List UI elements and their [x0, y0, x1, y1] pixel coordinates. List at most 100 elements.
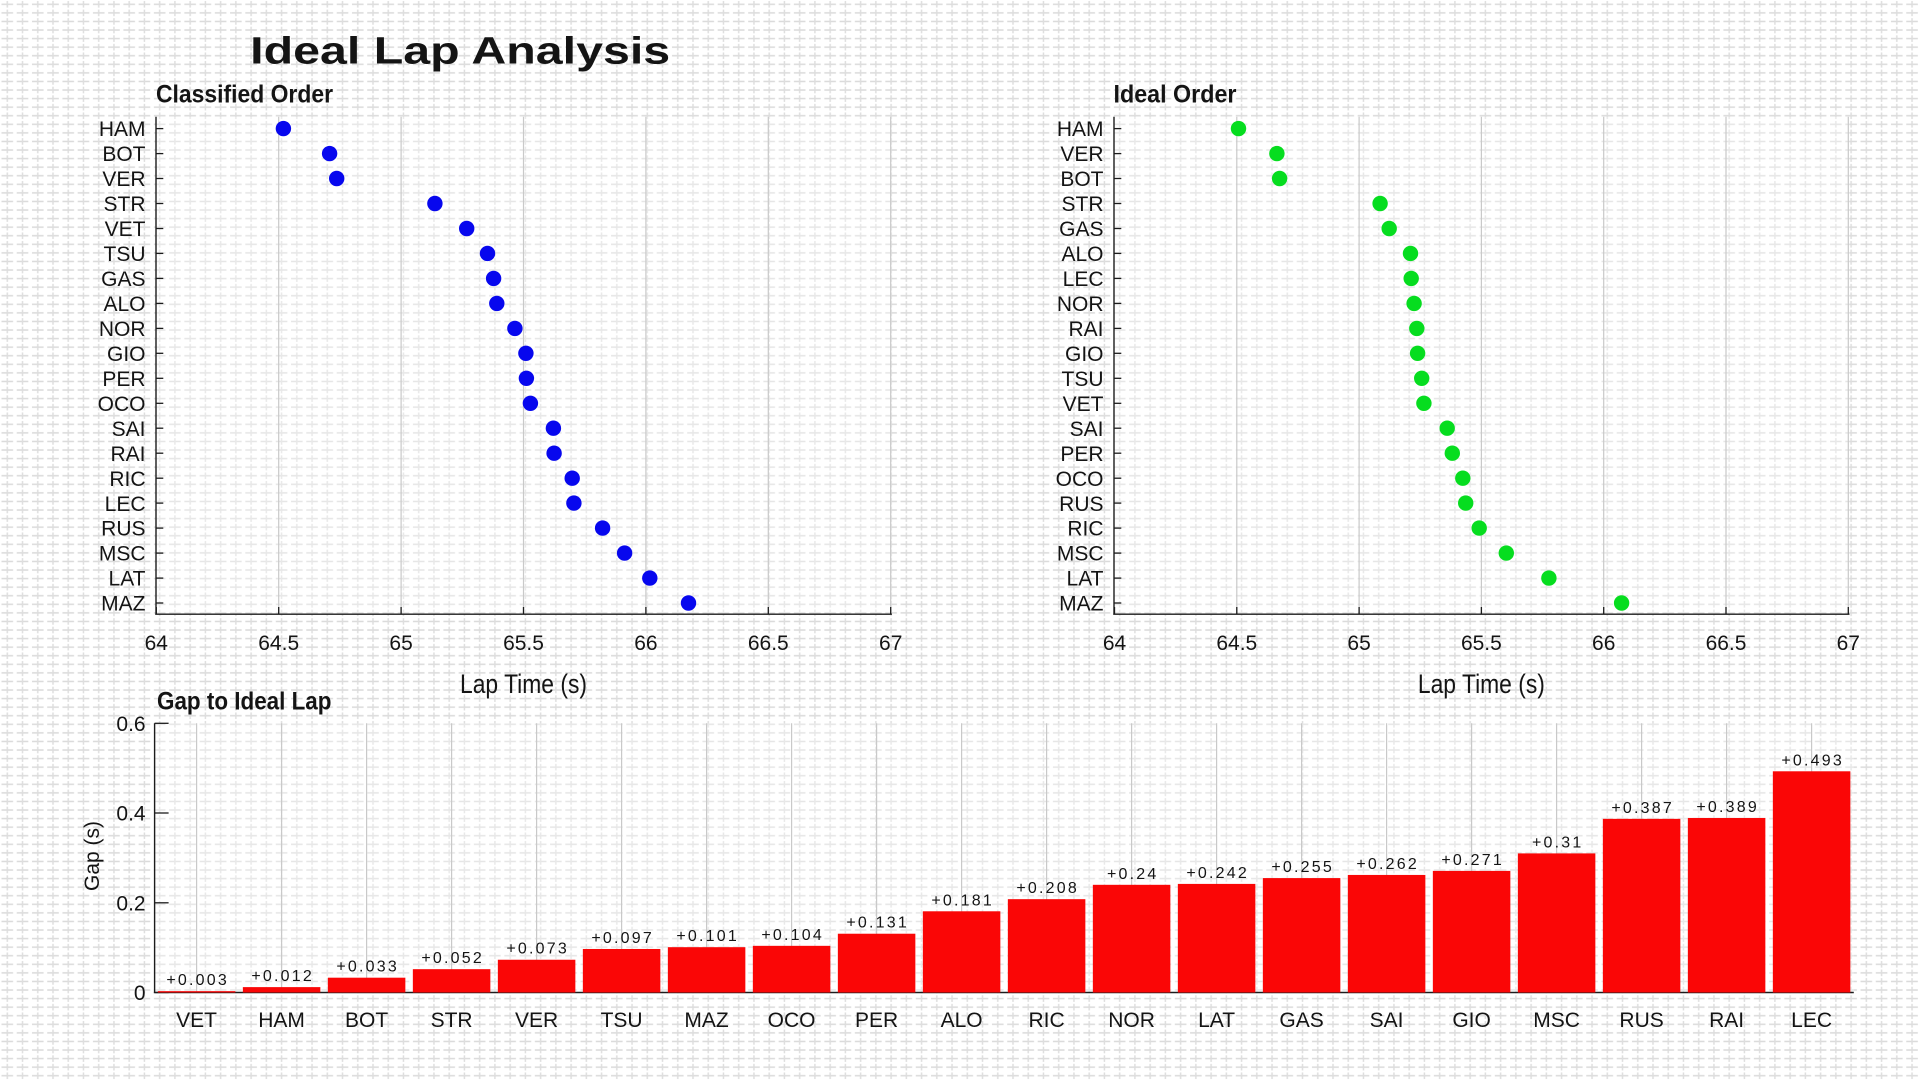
svg-text:RIC: RIC	[1029, 1009, 1065, 1032]
svg-text:+0.387: +0.387	[1611, 800, 1674, 817]
svg-text:Ideal Lap Analysis: Ideal Lap Analysis	[250, 31, 670, 73]
svg-text:SAI: SAI	[1070, 418, 1104, 441]
svg-text:OCO: OCO	[768, 1009, 816, 1032]
svg-text:NOR: NOR	[99, 318, 146, 341]
svg-text:+0.271: +0.271	[1441, 852, 1504, 869]
svg-text:Ideal Order: Ideal Order	[1114, 80, 1237, 108]
svg-text:+0.181: +0.181	[931, 892, 994, 909]
svg-text:+0.131: +0.131	[846, 915, 909, 932]
svg-text:0: 0	[134, 982, 146, 1005]
svg-text:+0.101: +0.101	[676, 928, 739, 945]
svg-text:66.5: 66.5	[748, 632, 789, 655]
svg-text:SAI: SAI	[112, 418, 146, 441]
svg-text:BOT: BOT	[1060, 168, 1103, 191]
svg-text:+0.003: +0.003	[166, 972, 229, 989]
svg-text:66.5: 66.5	[1706, 632, 1747, 655]
svg-text:NOR: NOR	[1108, 1009, 1155, 1032]
svg-text:+0.493: +0.493	[1781, 752, 1844, 769]
svg-text:+0.31: +0.31	[1532, 834, 1583, 851]
svg-text:64: 64	[1103, 632, 1127, 655]
svg-text:0.4: 0.4	[116, 803, 146, 826]
svg-text:LEC: LEC	[1063, 268, 1104, 291]
svg-text:STR: STR	[431, 1009, 473, 1032]
svg-text:LAT: LAT	[1067, 568, 1104, 591]
svg-text:LEC: LEC	[1791, 1009, 1832, 1032]
svg-text:67: 67	[1837, 632, 1860, 655]
svg-text:Lap Time (s): Lap Time (s)	[460, 669, 587, 699]
svg-text:VER: VER	[102, 168, 145, 191]
svg-text:ALO: ALO	[103, 293, 145, 316]
svg-text:RIC: RIC	[109, 468, 145, 491]
svg-text:STR: STR	[1062, 193, 1104, 216]
svg-text:+0.073: +0.073	[506, 941, 569, 958]
svg-text:GIO: GIO	[107, 343, 146, 366]
svg-text:+0.033: +0.033	[336, 959, 399, 976]
svg-text:65.5: 65.5	[503, 632, 544, 655]
svg-text:+0.24: +0.24	[1107, 866, 1158, 883]
svg-text:+0.389: +0.389	[1696, 799, 1759, 816]
svg-text:0.6: 0.6	[116, 713, 145, 736]
svg-text:SAI: SAI	[1370, 1009, 1404, 1032]
svg-text:Lap Time (s): Lap Time (s)	[1418, 669, 1545, 699]
svg-text:64.5: 64.5	[258, 632, 299, 655]
svg-text:RIC: RIC	[1067, 518, 1103, 541]
svg-text:GAS: GAS	[1279, 1009, 1323, 1032]
svg-text:MSC: MSC	[1057, 543, 1104, 566]
svg-text:MSC: MSC	[99, 543, 146, 566]
svg-text:HAM: HAM	[258, 1009, 305, 1032]
svg-text:Gap (s): Gap (s)	[81, 821, 104, 891]
svg-text:RUS: RUS	[1059, 493, 1103, 516]
svg-text:+0.262: +0.262	[1356, 856, 1419, 873]
svg-text:VER: VER	[1060, 143, 1103, 166]
svg-text:MAZ: MAZ	[1059, 593, 1104, 616]
svg-text:LAT: LAT	[1198, 1009, 1235, 1032]
svg-text:+0.097: +0.097	[591, 930, 654, 947]
svg-text:65.5: 65.5	[1461, 632, 1502, 655]
svg-text:RUS: RUS	[101, 518, 145, 541]
svg-text:LAT: LAT	[109, 568, 146, 591]
svg-text:+0.052: +0.052	[421, 950, 484, 967]
svg-text:0.2: 0.2	[116, 892, 145, 915]
svg-text:MAZ: MAZ	[684, 1009, 729, 1032]
svg-text:PER: PER	[1060, 443, 1103, 466]
svg-text:65: 65	[1347, 632, 1370, 655]
svg-text:ALO: ALO	[1061, 243, 1103, 266]
svg-text:PER: PER	[102, 368, 145, 391]
svg-text:+0.104: +0.104	[761, 927, 824, 944]
svg-text:64: 64	[145, 632, 169, 655]
svg-text:OCO: OCO	[98, 393, 146, 416]
svg-text:RAI: RAI	[1709, 1009, 1744, 1032]
svg-text:+0.012: +0.012	[251, 968, 314, 985]
svg-text:+0.242: +0.242	[1186, 865, 1249, 882]
svg-text:OCO: OCO	[1056, 468, 1104, 491]
svg-text:VET: VET	[1063, 393, 1104, 416]
svg-text:66: 66	[634, 632, 657, 655]
svg-text:66: 66	[1592, 632, 1615, 655]
svg-text:RAI: RAI	[1068, 318, 1103, 341]
svg-text:BOT: BOT	[102, 143, 145, 166]
svg-text:RAI: RAI	[110, 443, 145, 466]
svg-text:Classified Order: Classified Order	[156, 80, 333, 108]
svg-text:TSU: TSU	[601, 1009, 643, 1032]
svg-text:VET: VET	[176, 1009, 217, 1032]
svg-text:64.5: 64.5	[1216, 632, 1257, 655]
svg-text:GAS: GAS	[1059, 218, 1103, 241]
svg-text:+0.208: +0.208	[1016, 880, 1079, 897]
svg-text:PER: PER	[855, 1009, 898, 1032]
svg-text:VET: VET	[105, 218, 146, 241]
svg-text:+0.255: +0.255	[1271, 859, 1334, 876]
svg-text:67: 67	[879, 632, 902, 655]
svg-text:RUS: RUS	[1619, 1009, 1663, 1032]
svg-text:MAZ: MAZ	[101, 593, 146, 616]
svg-text:BOT: BOT	[345, 1009, 388, 1032]
svg-text:TSU: TSU	[1062, 368, 1104, 391]
svg-text:STR: STR	[104, 193, 146, 216]
svg-text:HAM: HAM	[1057, 118, 1104, 141]
svg-text:Gap to Ideal Lap: Gap to Ideal Lap	[157, 688, 332, 716]
svg-text:NOR: NOR	[1057, 293, 1104, 316]
svg-text:GIO: GIO	[1452, 1009, 1491, 1032]
svg-text:HAM: HAM	[99, 118, 146, 141]
svg-text:TSU: TSU	[104, 243, 146, 266]
svg-text:ALO: ALO	[941, 1009, 983, 1032]
svg-text:65: 65	[389, 632, 412, 655]
